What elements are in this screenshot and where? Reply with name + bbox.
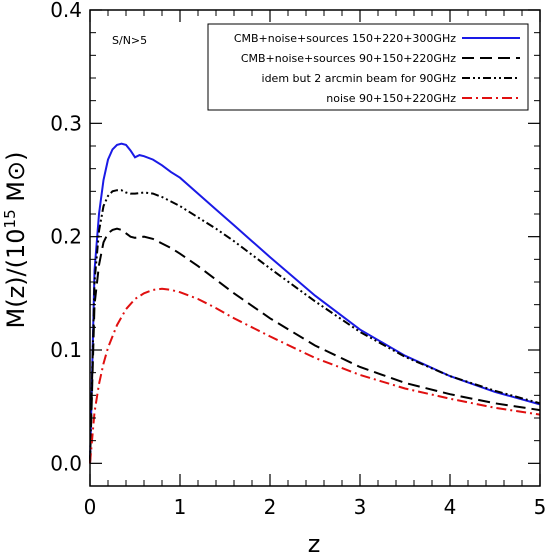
x-tick-label: 2 (264, 495, 277, 519)
series-line-3 (89, 189, 541, 464)
y-tick-label: 0.1 (50, 338, 82, 362)
y-tick-label: 0.2 (50, 225, 82, 249)
y-axis-title: M(z)/(1015 M⊙) (1, 152, 30, 329)
y-tick-label: 0.4 (50, 0, 82, 22)
legend: CMB+noise+sources 150+220+300GHz CMB+nois… (207, 23, 529, 111)
plot-area (89, 142, 541, 464)
x-tick-label: 5 (534, 495, 547, 519)
series-line-4 (89, 287, 541, 464)
series-line-1 (89, 142, 541, 464)
axes: 0 1 2 3 4 5 0.0 0.1 0.2 0.3 0.4 (50, 0, 546, 519)
y-axis-title-exponent: 15 (1, 209, 19, 228)
plot-frame (89, 9, 541, 487)
y-axis-title-base: M(z)/(10 (2, 228, 30, 328)
y-axis-title-unit: M⊙) (2, 152, 30, 210)
legend-label-3: idem but 2 arcmin beam for 90GHz (262, 72, 457, 85)
series-line-2 (89, 227, 541, 464)
y-tick-label: 0.3 (50, 111, 82, 135)
x-tick-label: 0 (84, 495, 97, 519)
x-tick-label: 3 (354, 495, 367, 519)
x-axis-title: z (308, 530, 321, 556)
x-tick-label: 1 (174, 495, 187, 519)
legend-label-1: CMB+noise+sources 150+220+300GHz (234, 32, 456, 45)
y-tick-label: 0.0 (50, 451, 82, 475)
sn-annotation: S/N>5 (112, 34, 147, 47)
x-tick-label: 4 (444, 495, 457, 519)
legend-label-2: CMB+noise+sources 90+150+220GHz (241, 52, 456, 65)
legend-label-4: noise 90+150+220GHz (326, 92, 456, 105)
